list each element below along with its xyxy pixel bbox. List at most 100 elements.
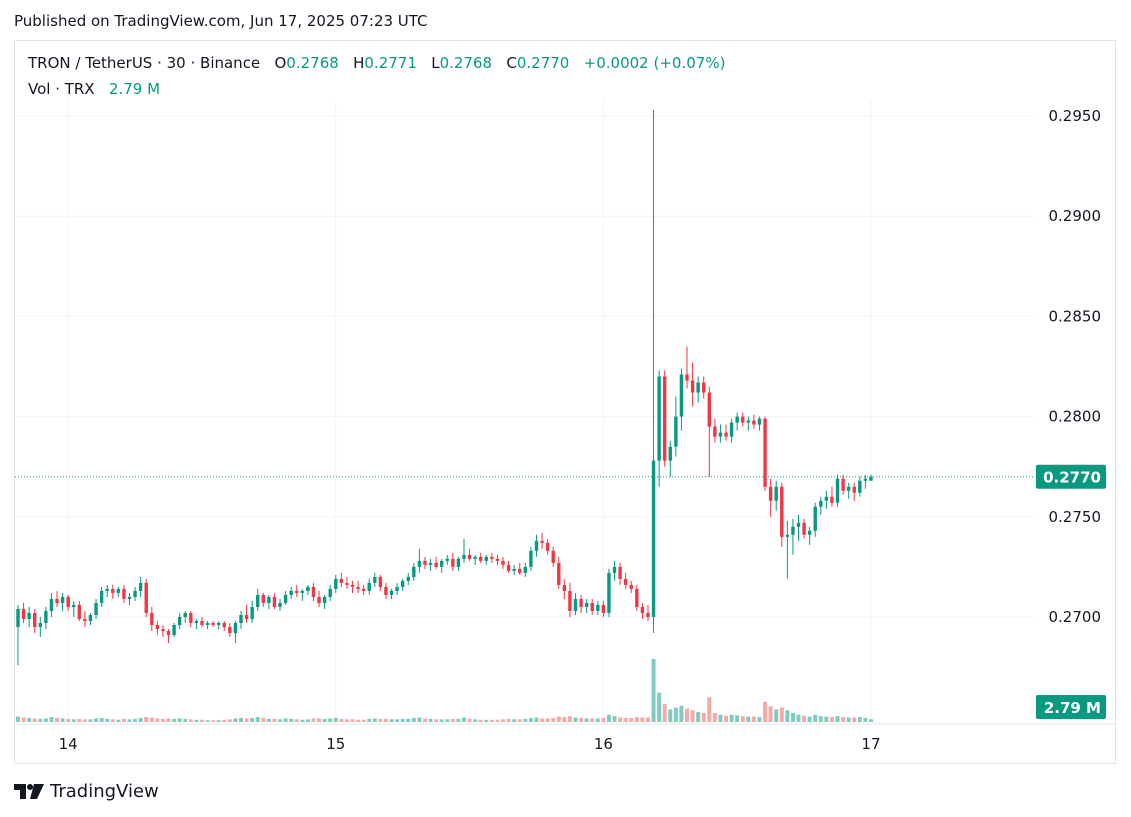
candle <box>44 606 48 630</box>
volume-bar <box>640 717 645 722</box>
candle-body <box>83 619 87 622</box>
candle <box>612 560 617 581</box>
candle <box>311 582 316 601</box>
tradingview-logo-icon <box>14 784 44 799</box>
candle <box>373 572 377 587</box>
candle <box>300 588 305 601</box>
candle-body <box>707 392 711 427</box>
volume-label[interactable]: Vol · TRX <box>28 80 95 98</box>
candle-body <box>674 416 678 447</box>
volume-bar <box>439 719 444 722</box>
candle-body <box>256 594 260 607</box>
volume-bar <box>82 719 87 722</box>
candle-body <box>205 623 210 626</box>
volume-bar <box>562 717 567 722</box>
price-tick-label: 0.2900 <box>1049 207 1102 225</box>
candle <box>200 617 204 628</box>
candle <box>155 621 160 636</box>
volume-bar <box>779 707 784 722</box>
candle <box>707 386 711 477</box>
candle <box>60 592 65 611</box>
candle <box>434 556 438 569</box>
candle <box>702 376 706 399</box>
candle <box>322 594 327 609</box>
volume-value: 2.79 M <box>108 80 161 98</box>
candle-body <box>479 556 483 561</box>
candle <box>830 486 834 507</box>
volume-bar <box>55 717 60 722</box>
candle <box>77 600 82 622</box>
volume-bar <box>768 706 773 722</box>
volume-bar <box>138 717 143 722</box>
candle <box>16 604 20 666</box>
volume-bar <box>60 718 65 722</box>
candle <box>334 574 338 593</box>
candle <box>651 109 656 634</box>
candle <box>607 568 611 617</box>
volume-bar <box>422 718 427 722</box>
candle-body <box>356 586 360 589</box>
volume-bar <box>857 717 862 722</box>
volume-bar <box>294 719 299 722</box>
volume-bar <box>517 719 522 722</box>
candle-body <box>389 590 394 595</box>
volume-bar <box>144 717 149 722</box>
volume-bar <box>43 718 48 722</box>
volume-bar <box>835 716 840 722</box>
candle-body <box>651 460 656 617</box>
brand-name: TradingView <box>50 780 159 802</box>
candle <box>328 584 332 601</box>
candle <box>774 480 778 511</box>
candle-body <box>16 608 20 628</box>
candle <box>568 582 572 617</box>
tradingview-brand[interactable]: TradingView <box>14 778 159 804</box>
candle <box>813 502 817 537</box>
price-tick-label: 0.2800 <box>1049 408 1102 426</box>
candle <box>440 558 444 573</box>
candle-body <box>99 590 104 603</box>
candle-body <box>72 604 76 607</box>
ohlc-legend: TRON / TetherUS · 30 · Binance O0.2768 H… <box>28 54 725 72</box>
candle-body <box>172 625 176 636</box>
candle <box>177 612 182 630</box>
candle <box>741 412 745 427</box>
volume-bar <box>216 720 221 722</box>
volume-bar <box>411 717 416 722</box>
candle-body <box>830 496 834 503</box>
candle-body <box>841 478 845 491</box>
candle <box>869 474 873 481</box>
candle <box>412 562 416 581</box>
price-tick-label: 0.2700 <box>1049 608 1102 626</box>
candle <box>646 604 650 622</box>
candle <box>356 580 360 593</box>
candle-body <box>846 486 851 491</box>
symbol-label[interactable]: TRON / TetherUS · 30 · Binance <box>28 54 261 72</box>
candle-body <box>300 590 305 593</box>
change-value: +0.0002 (+0.07%) <box>583 54 726 72</box>
volume-bar <box>166 718 171 722</box>
volume-bar <box>718 714 723 722</box>
candle <box>819 496 823 515</box>
volume-bar <box>99 717 104 722</box>
volume-bar <box>395 719 400 722</box>
candle-body <box>239 614 243 624</box>
price-tick-label: 0.2950 <box>1049 107 1102 125</box>
time-axis: 14 15 16 17 <box>15 723 1116 753</box>
candle-body <box>495 558 500 561</box>
volume-bar <box>512 719 517 722</box>
volume-bar <box>746 716 751 722</box>
candle <box>724 424 728 441</box>
volume-bar <box>133 718 138 722</box>
candle <box>27 606 31 628</box>
candle-body <box>400 580 405 587</box>
candle <box>713 418 717 443</box>
candle-body <box>490 556 494 559</box>
volume-bar <box>623 717 628 722</box>
open-label: O <box>274 54 287 72</box>
candle <box>752 414 756 429</box>
volume-bar <box>450 718 455 722</box>
candle <box>601 600 606 617</box>
candle <box>735 412 739 431</box>
volume-bar <box>590 718 595 722</box>
